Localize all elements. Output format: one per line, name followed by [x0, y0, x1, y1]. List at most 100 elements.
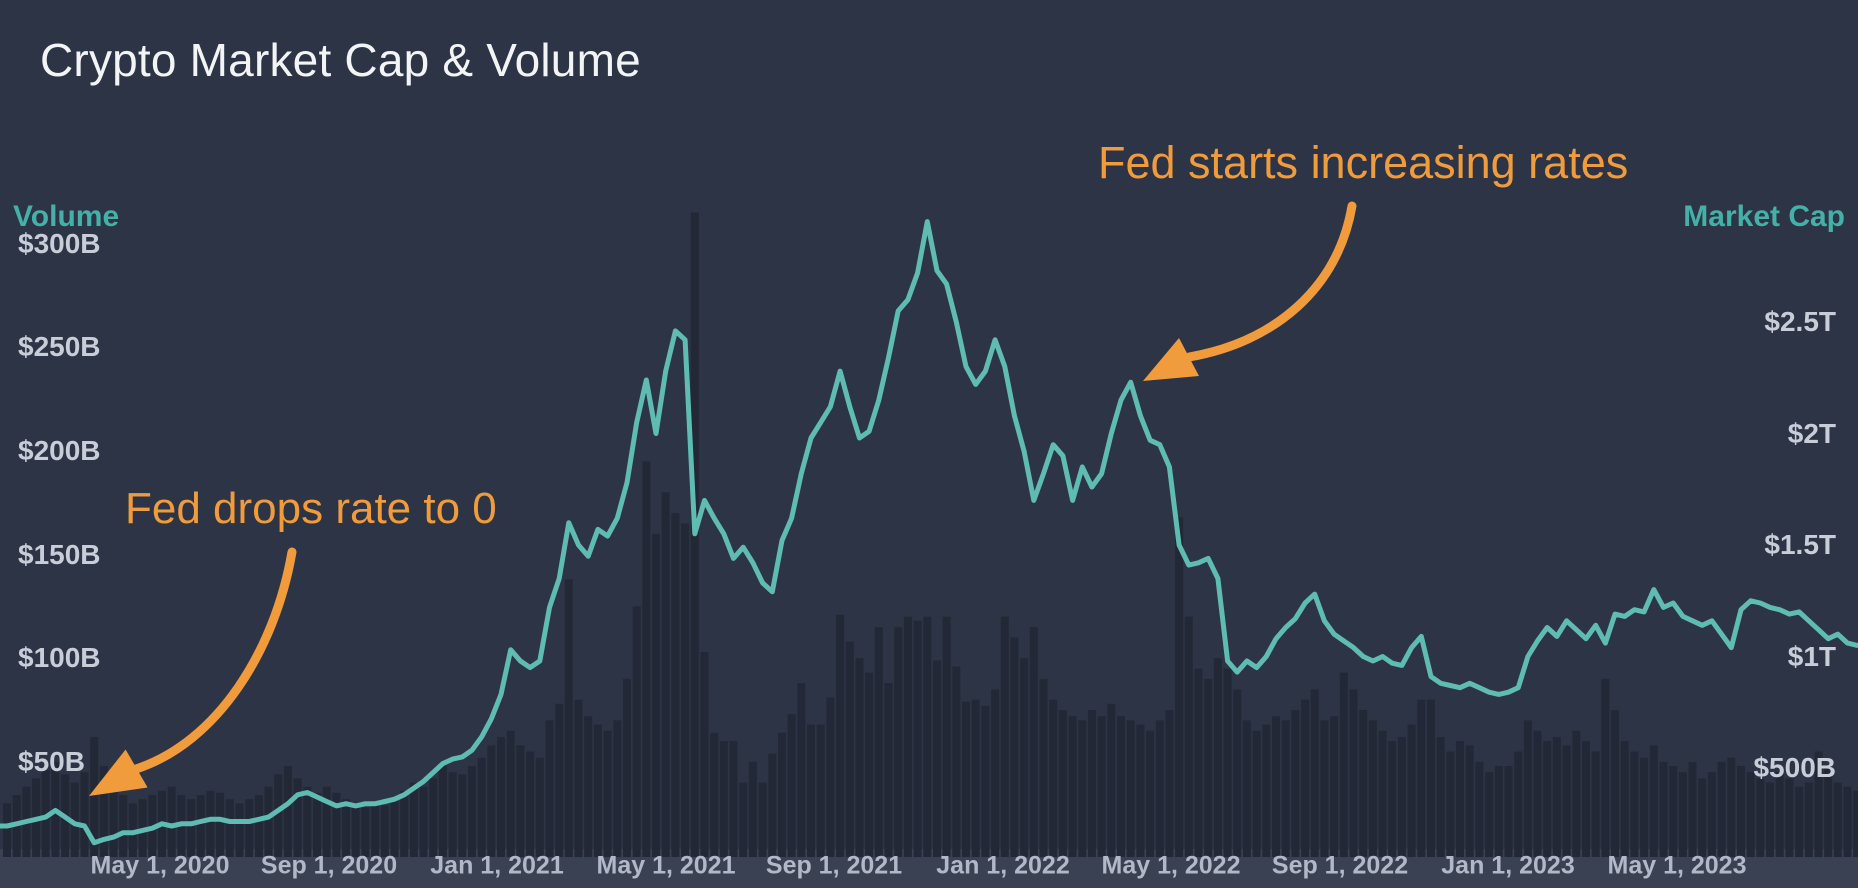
volume-bar: [497, 737, 505, 857]
volume-bar: [962, 701, 970, 857]
volume-bar: [1310, 689, 1319, 857]
x-axis-tick-label: May 1, 2021: [596, 851, 736, 880]
volume-bar: [681, 523, 690, 857]
volume-bar: [1330, 716, 1339, 857]
chart-title: Crypto Market Cap & Volume: [40, 33, 641, 86]
volume-bar: [1766, 782, 1774, 857]
volume-bar: [167, 786, 176, 857]
volume-bar: [564, 579, 573, 857]
volume-bar: [351, 803, 360, 857]
volume-bar: [1717, 761, 1726, 857]
volume-bar: [1746, 772, 1755, 857]
volume-bar: [80, 772, 89, 857]
volume-bar: [1582, 741, 1590, 857]
volume-bar: [254, 795, 263, 857]
volume-bar: [729, 741, 738, 857]
market-cap-line: [0, 219, 1858, 846]
volume-bar: [293, 778, 302, 857]
left-axis-tick-label: $200B: [18, 435, 101, 466]
volume-bar: [274, 774, 283, 857]
volume-bar: [1136, 724, 1145, 857]
volume-bar: [1436, 737, 1445, 857]
volume-bar: [1010, 637, 1019, 857]
volume-bar: [1494, 766, 1503, 857]
volume-bar: [235, 803, 244, 857]
volume-bar: [1853, 790, 1858, 857]
volume-bar: [322, 786, 331, 857]
volume-bar: [768, 753, 777, 857]
volume-bar: [1078, 720, 1087, 857]
x-axis-tick-label: Sep 1, 2020: [260, 851, 398, 880]
left-axis-title: Volume: [13, 200, 120, 233]
volume-bar: [1407, 724, 1416, 857]
volume-bar: [1727, 757, 1736, 857]
volume-bar: [187, 799, 196, 857]
volume-bar: [119, 795, 128, 857]
volume-bar: [468, 766, 476, 857]
volume-bar: [1640, 757, 1649, 857]
volume-bar: [1533, 730, 1542, 857]
volume-bar: [787, 714, 796, 857]
left-axis-tick-label: $50B: [18, 746, 85, 777]
volume-bar: [1359, 710, 1368, 857]
volume-bar: [797, 683, 806, 857]
volume-bar: [371, 803, 380, 857]
volume-bar: [332, 792, 341, 857]
volume-bar: [700, 652, 709, 857]
volume-bar: [1242, 720, 1251, 857]
volume-bar: [1339, 672, 1348, 857]
fed-hikes-arrow-shaft: [1184, 201, 1357, 362]
volume-bar: [1833, 782, 1842, 857]
volume-bar: [303, 786, 312, 857]
volume-bar: [1775, 772, 1784, 857]
volume-bar: [816, 724, 825, 857]
volume-bar: [90, 737, 99, 857]
volume-bar: [1281, 720, 1290, 857]
volume-bar: [216, 792, 225, 857]
right-axis-tick-label: $1.5T: [1764, 529, 1836, 560]
volume-bar: [1049, 699, 1058, 857]
volume-bar: [3, 803, 11, 857]
volume-bar: [196, 795, 205, 857]
volume-bar: [1291, 710, 1300, 857]
volume-bar: [1126, 720, 1135, 857]
volume-bar: [1020, 658, 1029, 857]
volume-bar: [1591, 751, 1600, 857]
volume-bar: [342, 799, 350, 857]
x-axis-tick-label: Jan 1, 2021: [430, 851, 564, 880]
x-axis-tick-label: May 1, 2023: [1607, 851, 1747, 880]
volume-bar: [429, 778, 438, 857]
volume-bar: [1756, 778, 1765, 857]
volume-bar: [1659, 761, 1668, 857]
volume-bar: [748, 761, 757, 857]
volume-bar: [1068, 716, 1077, 857]
volume-bar: [1087, 710, 1096, 857]
x-axis-tick-label: May 1, 2020: [90, 851, 230, 880]
volume-bar: [419, 786, 428, 857]
left-axis-tick-label: $250B: [18, 331, 101, 362]
volume-bar: [1320, 720, 1329, 857]
volume-bar: [438, 766, 447, 857]
volume-bar: [1175, 517, 1184, 857]
volume-bar: [933, 660, 941, 857]
volume-bar: [1514, 751, 1523, 857]
volume-bar: [739, 782, 748, 857]
volume-bar: [1117, 716, 1125, 857]
volume-bar: [361, 807, 370, 857]
fed-drops-arrow-head: [89, 749, 148, 796]
volume-bar: [1562, 745, 1571, 857]
volume-bar: [1465, 745, 1474, 857]
volume-bar: [574, 699, 583, 857]
volume-bar: [41, 770, 50, 857]
volume-bar: [99, 766, 108, 857]
volume-bar: [245, 799, 254, 857]
volume-bar: [1678, 772, 1687, 857]
volume-bar: [448, 772, 457, 857]
volume-bar: [632, 606, 641, 857]
volume-bar: [894, 627, 903, 857]
volume-bar: [1301, 699, 1310, 857]
left-axis-tick-label: $300B: [18, 228, 101, 259]
volume-bar: [487, 745, 496, 857]
left-axis-tick-label: $150B: [18, 539, 101, 570]
volume-bar: [1785, 778, 1794, 857]
